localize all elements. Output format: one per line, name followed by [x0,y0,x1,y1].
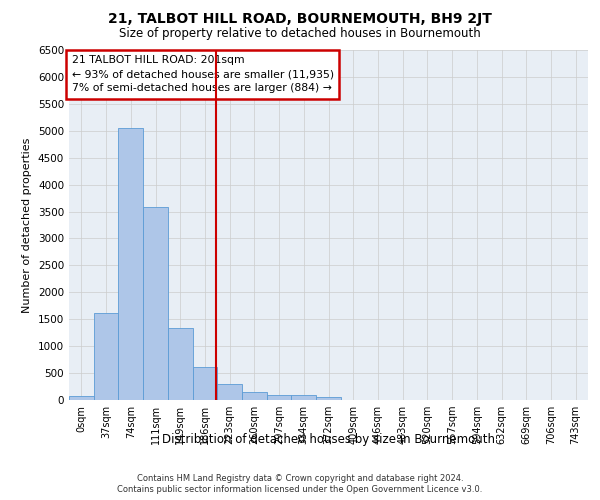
Bar [69,396,94,400]
Bar [168,328,193,400]
Bar [143,207,168,400]
Bar [242,392,267,400]
Bar [193,367,217,400]
Text: 21 TALBOT HILL ROAD: 201sqm
← 93% of detached houses are smaller (11,935)
7% of : 21 TALBOT HILL ROAD: 201sqm ← 93% of det… [71,56,334,94]
Text: Size of property relative to detached houses in Bournemouth: Size of property relative to detached ho… [119,28,481,40]
Bar [316,396,341,400]
Bar [292,395,316,400]
Y-axis label: Number of detached properties: Number of detached properties [22,138,32,312]
Text: 21, TALBOT HILL ROAD, BOURNEMOUTH, BH9 2JT: 21, TALBOT HILL ROAD, BOURNEMOUTH, BH9 2… [108,12,492,26]
Bar [217,384,242,400]
Bar [118,128,143,400]
Text: Distribution of detached houses by size in Bournemouth: Distribution of detached houses by size … [162,432,496,446]
Bar [267,394,292,400]
Text: Contains HM Land Registry data © Crown copyright and database right 2024.
Contai: Contains HM Land Registry data © Crown c… [118,474,482,494]
Bar [94,313,118,400]
